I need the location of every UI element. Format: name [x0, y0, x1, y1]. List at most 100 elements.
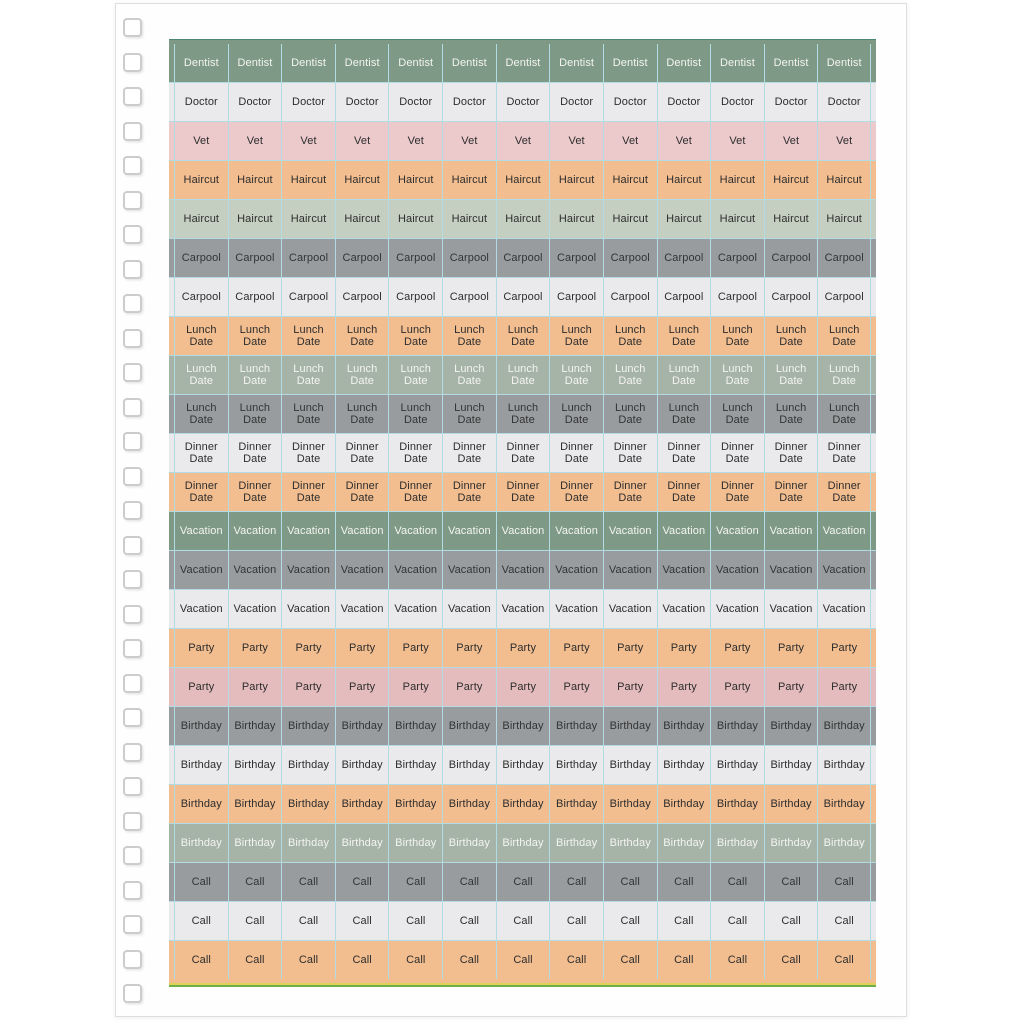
- sticker-cell: Call: [442, 863, 496, 901]
- sticker-cell: Haircut: [763, 161, 818, 199]
- sticker-cell: Doctor: [710, 83, 764, 121]
- sticker-row: Vacation Vacation Vacation Vacation Vacation…: [169, 511, 876, 550]
- sticker-cell: Call: [227, 902, 282, 940]
- sticker-cell: Call: [549, 863, 603, 901]
- sticker-cell: Vacation: [602, 551, 657, 589]
- sticker-cell: Haircut: [495, 200, 550, 238]
- sticker-cell: Party: [710, 629, 764, 667]
- sticker-cell: Party: [656, 629, 711, 667]
- sticker-cell: Dinner Date: [281, 434, 335, 472]
- sticker-cell: Birthday: [442, 746, 496, 784]
- sticker-cell: Vacation: [817, 551, 871, 589]
- binder-hole: [123, 363, 142, 382]
- sticker-cell: Call: [710, 941, 764, 979]
- sticker-cell: Vacation: [174, 590, 228, 628]
- binder-hole: [123, 259, 142, 279]
- sticker-cell: Party: [602, 629, 657, 667]
- sticker-cell: Carpool: [763, 239, 818, 277]
- notebook-page: Dentist Dentist Dentist Dentist Dentist Denti…: [115, 3, 907, 1017]
- sticker-cell: Birthday: [174, 746, 228, 784]
- sticker-cell: Dinner Date: [334, 473, 389, 511]
- sticker-cell: Dinner Date: [549, 434, 603, 472]
- sticker-cell: Lunch Date: [710, 356, 764, 394]
- sticker-cell: Call: [763, 863, 818, 901]
- sticker-cell: Birthday: [763, 785, 818, 823]
- sticker-cell: Vacation: [442, 512, 496, 550]
- sticker-cell: Call: [656, 941, 711, 979]
- sticker-cell: Birthday: [710, 707, 764, 745]
- sticker-cell: Birthday: [281, 746, 335, 784]
- sticker-cell: Birthday: [334, 707, 389, 745]
- sticker-cell: Vet: [656, 122, 711, 160]
- sticker-cell: Lunch Date: [281, 356, 335, 394]
- sticker-cell: Call: [710, 863, 764, 901]
- sticker-cell: Party: [442, 668, 496, 706]
- sticker-cell: Vet: [334, 122, 389, 160]
- sticker-grid: Dentist Dentist Dentist Dentist Dentist Denti…: [169, 40, 876, 983]
- sticker-cell: Dentist: [602, 44, 657, 82]
- sticker-cell: Haircut: [334, 200, 389, 238]
- sticker-row: Dinner Date Dinner Date Dinner Date Dinner …: [169, 433, 876, 472]
- binder-hole: [123, 225, 142, 244]
- sticker-cell: Birthday: [334, 824, 389, 862]
- sticker-cell: Birthday: [495, 824, 550, 862]
- sticker-cell: Party: [442, 629, 496, 667]
- binder-hole: [123, 328, 142, 348]
- sticker-cell: Birthday: [442, 785, 496, 823]
- sticker-cell: Haircut: [495, 161, 550, 199]
- sticker-cell: Call: [334, 902, 389, 940]
- sticker-cell: Birthday: [334, 785, 389, 823]
- sticker-cell: Vacation: [602, 512, 657, 550]
- sticker-cell: Carpool: [281, 278, 335, 316]
- sticker-cell: Lunch Date: [227, 356, 282, 394]
- sticker-cell: Lunch Date: [442, 356, 496, 394]
- sticker-cell: Haircut: [817, 161, 871, 199]
- sticker-cell: Birthday: [227, 785, 282, 823]
- sticker-cell: Doctor: [656, 83, 711, 121]
- binder-hole: [123, 535, 142, 555]
- sticker-cell: Call: [495, 902, 550, 940]
- sticker-cell: Doctor: [388, 83, 442, 121]
- sticker-cell: Party: [174, 668, 228, 706]
- sticker-cell: Dinner Date: [495, 434, 550, 472]
- sticker-cell: Lunch Date: [549, 356, 603, 394]
- sticker-cell: Vacation: [817, 590, 871, 628]
- sticker-cell: Lunch Date: [388, 395, 442, 433]
- sticker-cell: Dinner Date: [817, 473, 871, 511]
- sticker-row: Birthday Birthday Birthday Birthday Birthday…: [169, 784, 876, 823]
- sticker-cell: Birthday: [763, 707, 818, 745]
- sticker-cell: Haircut: [602, 161, 657, 199]
- sticker-cell: Carpool: [388, 239, 442, 277]
- sticker-cell: Lunch Date: [227, 395, 282, 433]
- sticker-cell: Call: [817, 863, 871, 901]
- sticker-cell: Lunch Date: [656, 356, 711, 394]
- sticker-cell: Lunch Date: [549, 317, 603, 355]
- binder-hole: [123, 432, 142, 451]
- sticker-cell: Haircut: [763, 200, 818, 238]
- sticker-cell: Party: [174, 629, 228, 667]
- sticker-cell: Dinner Date: [710, 434, 764, 472]
- binder-hole: [123, 846, 142, 865]
- sticker-cell: Call: [388, 941, 442, 979]
- sticker-cell: Haircut: [174, 161, 228, 199]
- sticker-cell: Carpool: [710, 278, 764, 316]
- sticker-cell: Dentist: [388, 44, 442, 82]
- sticker-cell: Carpool: [495, 278, 550, 316]
- sticker-row: Party Party Party Party Party Party Party Party…: [169, 667, 876, 706]
- sticker-cell: Vacation: [442, 551, 496, 589]
- sticker-cell: Lunch Date: [602, 395, 657, 433]
- sticker-cell: Party: [656, 668, 711, 706]
- sticker-cell: Lunch Date: [388, 356, 442, 394]
- sticker-cell: Vacation: [388, 512, 442, 550]
- sticker-cell: Dentist: [549, 44, 603, 82]
- sticker-cell: Dentist: [710, 44, 764, 82]
- sticker-cell: Lunch Date: [817, 395, 871, 433]
- sticker-cell: Lunch Date: [817, 356, 871, 394]
- sticker-cell: Vacation: [388, 551, 442, 589]
- sticker-cell: Birthday: [495, 707, 550, 745]
- sticker-cell: Vet: [227, 122, 282, 160]
- sticker-cell: Carpool: [549, 278, 603, 316]
- sticker-cell: Carpool: [602, 239, 657, 277]
- sticker-cell: Haircut: [227, 200, 282, 238]
- binder-hole: [123, 156, 142, 175]
